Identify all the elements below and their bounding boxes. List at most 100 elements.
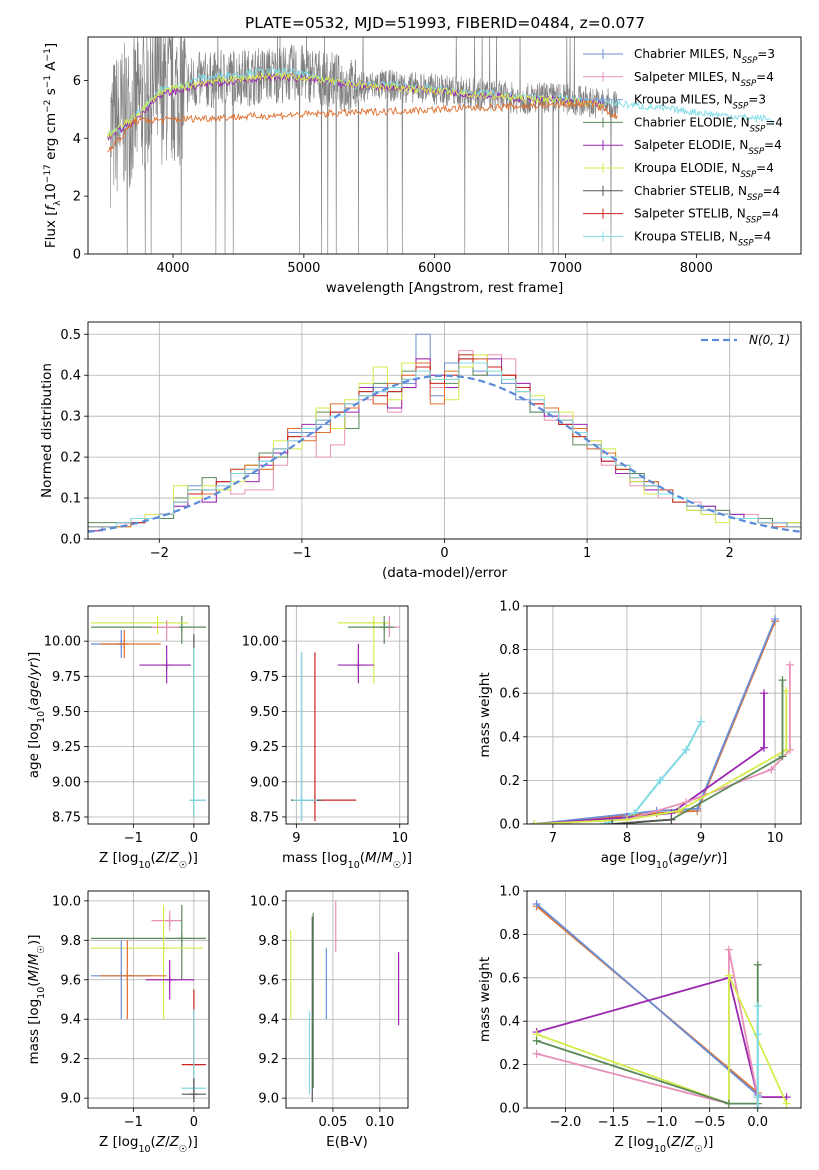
y-tick-label: 9.6 bbox=[258, 973, 279, 988]
y-tick-label: 8.75 bbox=[52, 810, 81, 825]
axes-frame bbox=[87, 36, 802, 255]
marker-point bbox=[753, 1002, 762, 1011]
panel-residuals: −2 −1 0 1 2 0.0 0.1 0.2 0.3 0.4 0.5 (data-model)/er… bbox=[39, 321, 802, 581]
axes-frame bbox=[285, 890, 409, 1109]
marker-point bbox=[123, 971, 132, 980]
y-tick-label: 0.4 bbox=[499, 730, 520, 745]
x-tick-label: 6000 bbox=[418, 261, 451, 276]
x-axis-label: Z [log10(Z/Z☉)] bbox=[99, 850, 198, 871]
x-tick-label: 9 bbox=[697, 831, 705, 846]
y-tick-label: 9.75 bbox=[250, 670, 279, 685]
y-tick-label: 10.0 bbox=[250, 894, 279, 909]
y-tick-label: 0.6 bbox=[499, 971, 520, 986]
x-axis-label: Z [log10(Z/Z☉)] bbox=[615, 1134, 714, 1155]
marker-point bbox=[530, 820, 539, 824]
x-axis-label: E(B-V) bbox=[326, 1134, 368, 1150]
marker-point bbox=[753, 1060, 762, 1069]
marker-point bbox=[369, 618, 378, 627]
plot-area-age-vs-mass bbox=[291, 615, 400, 822]
plot-area-age-vs-Z bbox=[91, 615, 206, 817]
x-tick-label: 0 bbox=[440, 546, 448, 561]
x-tick-label: −1.5 bbox=[598, 1115, 630, 1130]
y-tick-label: 9.4 bbox=[60, 1013, 81, 1028]
panel-weight-vs-Z: −2.0 −1.5 −1.0 −0.5 0.0 0.0 0.2 0.4 0.6 0.8 1.0 Z [… bbox=[477, 885, 802, 1155]
marker-point bbox=[165, 975, 174, 984]
legend: Chabrier MILES, NSSP=3 Salpeter MILES, NS… bbox=[583, 47, 783, 248]
marker-point bbox=[532, 1049, 541, 1058]
y-tick-label: 1.0 bbox=[499, 600, 520, 615]
plot-area-mass-vs-EBV bbox=[290, 900, 400, 1103]
plot-area-residuals bbox=[88, 333, 801, 533]
marker-point bbox=[778, 676, 787, 685]
y-tick-label: 9.2 bbox=[60, 1052, 81, 1067]
plot-area-spectrum bbox=[107, 37, 775, 254]
y-tick-label: 0.0 bbox=[499, 1102, 520, 1117]
y-tick-label: 0.2 bbox=[60, 451, 81, 466]
y-tick-label: 9.8 bbox=[60, 934, 81, 949]
marker-point bbox=[159, 944, 168, 953]
marker-point bbox=[753, 1104, 762, 1108]
marker-point bbox=[162, 623, 171, 632]
y-tick-label: 0.3 bbox=[60, 410, 81, 425]
marker-point bbox=[682, 745, 691, 754]
x-tick-label: 0 bbox=[190, 1115, 198, 1130]
x-tick-label: 0.05 bbox=[318, 1115, 347, 1130]
y-tick-label: 9.00 bbox=[250, 775, 279, 790]
marker-point bbox=[177, 623, 186, 632]
y-tick-label: 9.6 bbox=[60, 973, 81, 988]
marker-point bbox=[189, 796, 198, 805]
y-tick-label: 10.00 bbox=[242, 635, 279, 650]
axes-frame bbox=[526, 890, 802, 1109]
normal-reference-curve bbox=[88, 374, 801, 533]
y-tick-label: 6 bbox=[73, 74, 81, 89]
y-tick-label: 10.0 bbox=[52, 894, 81, 909]
marker-point bbox=[782, 687, 791, 696]
marker-point bbox=[297, 796, 306, 805]
y-axis-label: Normed distribution bbox=[39, 363, 55, 498]
model-spectrum-line bbox=[107, 99, 618, 153]
y-tick-label: 0.0 bbox=[499, 818, 520, 833]
x-tick-label: 10 bbox=[767, 831, 784, 846]
mass-weight-line bbox=[536, 976, 787, 1099]
marker-point bbox=[189, 1090, 198, 1099]
y-tick-label: 0.0 bbox=[60, 533, 81, 548]
axes-frame bbox=[285, 605, 409, 825]
model-spectrum-line bbox=[107, 71, 606, 138]
marker-point bbox=[771, 615, 780, 624]
marker-point bbox=[532, 900, 541, 909]
y-tick-label: 10.00 bbox=[44, 635, 81, 650]
axes-frame bbox=[526, 605, 802, 825]
plot-area-weight-vs-age bbox=[530, 615, 794, 824]
legend-item-label: Kroupa STELIB, NSSP=4 bbox=[634, 229, 771, 248]
legend-item-label: Chabrier ELODIE, NSSP=4 bbox=[634, 115, 783, 134]
x-tick-label: 10 bbox=[391, 831, 408, 846]
model-spectrum-line bbox=[107, 66, 775, 139]
y-axis-label: Flux [fλ10−17 erg cm−2 s−1 A−1] bbox=[43, 43, 63, 248]
marker-point bbox=[532, 1036, 541, 1045]
y-tick-label: 0.2 bbox=[499, 774, 520, 789]
y-tick-label: 2 bbox=[73, 190, 81, 205]
marker-point bbox=[608, 820, 617, 824]
y-tick-label: 9.4 bbox=[258, 1013, 279, 1028]
marker-point bbox=[785, 660, 794, 669]
marker-point bbox=[753, 1093, 762, 1102]
x-tick-label: −2 bbox=[150, 546, 169, 561]
y-axis-label: mass weight bbox=[477, 672, 493, 757]
legend-item-label: Kroupa ELODIE, NSSP=4 bbox=[634, 161, 774, 180]
residual-histogram-step bbox=[88, 362, 801, 528]
y-tick-label: 9.50 bbox=[52, 705, 81, 720]
y-tick-label: 9.50 bbox=[250, 705, 279, 720]
panel-age-vs-mass: 9 10 8.75 9.00 9.25 9.50 9.75 10.00 mass [log10(… bbox=[242, 605, 412, 871]
x-tick-label: −1 bbox=[124, 1115, 143, 1130]
marker-point bbox=[767, 765, 776, 774]
panel-spectrum: 4000 5000 6000 7000 8000 0 2 4 6 Flux [fλ10−17 er… bbox=[43, 36, 802, 296]
x-tick-label: 0.0 bbox=[747, 1115, 768, 1130]
y-axis-label: age [log10(age/yr)] bbox=[26, 652, 47, 778]
y-tick-label: 9.00 bbox=[52, 775, 81, 790]
x-tick-label: 8000 bbox=[680, 261, 713, 276]
x-tick-label: −1 bbox=[124, 831, 143, 846]
marker-point bbox=[724, 971, 733, 980]
y-tick-label: 9.2 bbox=[258, 1052, 279, 1067]
marker-point bbox=[380, 623, 389, 632]
